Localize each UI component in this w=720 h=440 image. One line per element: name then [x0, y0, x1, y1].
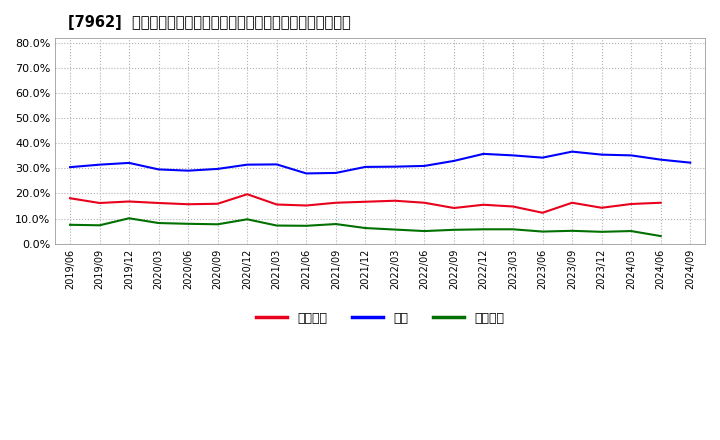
- 在庫: [657, 157, 665, 162]
- 買入債務: [154, 220, 163, 226]
- 売上債権: [184, 202, 192, 207]
- 売上債権: [598, 205, 606, 210]
- 買入債務: [272, 223, 281, 228]
- 在庫: [509, 153, 518, 158]
- 売上債権: [154, 200, 163, 205]
- 在庫: [627, 153, 636, 158]
- 在庫: [243, 162, 251, 167]
- 売上債権: [390, 198, 399, 203]
- 在庫: [302, 171, 310, 176]
- 在庫: [213, 166, 222, 172]
- 買入債務: [657, 234, 665, 239]
- Legend: 売上債権, 在庫, 買入債務: 売上債権, 在庫, 買入債務: [251, 307, 510, 330]
- 在庫: [125, 160, 133, 165]
- 買入債務: [243, 216, 251, 222]
- 買入債務: [302, 223, 310, 228]
- 売上債権: [449, 205, 458, 211]
- 在庫: [390, 164, 399, 169]
- 在庫: [686, 160, 695, 165]
- 売上債権: [66, 196, 74, 201]
- 買入債務: [480, 227, 488, 232]
- 在庫: [361, 164, 369, 169]
- Line: 売上債権: 売上債権: [70, 194, 661, 213]
- 買入債務: [361, 225, 369, 231]
- 買入債務: [66, 222, 74, 227]
- 在庫: [154, 167, 163, 172]
- 買入債務: [95, 223, 104, 228]
- 売上債権: [480, 202, 488, 207]
- 買入債務: [213, 222, 222, 227]
- 売上債権: [243, 191, 251, 197]
- 売上債権: [568, 200, 577, 205]
- 在庫: [420, 163, 428, 169]
- 買入債務: [539, 229, 547, 234]
- 買入債務: [390, 227, 399, 232]
- Line: 買入債務: 買入債務: [70, 218, 661, 236]
- Line: 在庫: 在庫: [70, 152, 690, 173]
- 売上債権: [272, 202, 281, 207]
- 売上債権: [657, 200, 665, 205]
- 売上債権: [627, 202, 636, 207]
- Text: [7962]  売上債権、在庫、買入債務の総資産に対する比率の推移: [7962] 売上債権、在庫、買入債務の総資産に対する比率の推移: [68, 15, 351, 30]
- 買入債務: [598, 229, 606, 235]
- 在庫: [568, 149, 577, 154]
- 買入債務: [449, 227, 458, 232]
- 売上債権: [539, 210, 547, 216]
- 在庫: [66, 165, 74, 170]
- 在庫: [598, 152, 606, 157]
- 買入債務: [627, 228, 636, 234]
- 在庫: [449, 158, 458, 164]
- 在庫: [184, 168, 192, 173]
- 在庫: [539, 155, 547, 160]
- 買入債務: [509, 227, 518, 232]
- 売上債権: [125, 199, 133, 204]
- 売上債権: [213, 201, 222, 206]
- 買入債務: [184, 221, 192, 227]
- 在庫: [272, 162, 281, 167]
- 在庫: [480, 151, 488, 157]
- 売上債権: [95, 200, 104, 205]
- 買入債務: [331, 221, 340, 227]
- 買入債務: [125, 216, 133, 221]
- 売上債権: [420, 200, 428, 205]
- 在庫: [95, 162, 104, 167]
- 買入債務: [420, 228, 428, 234]
- 在庫: [331, 170, 340, 176]
- 売上債権: [331, 200, 340, 205]
- 売上債権: [302, 203, 310, 208]
- 売上債権: [361, 199, 369, 205]
- 売上債権: [509, 204, 518, 209]
- 買入債務: [568, 228, 577, 234]
